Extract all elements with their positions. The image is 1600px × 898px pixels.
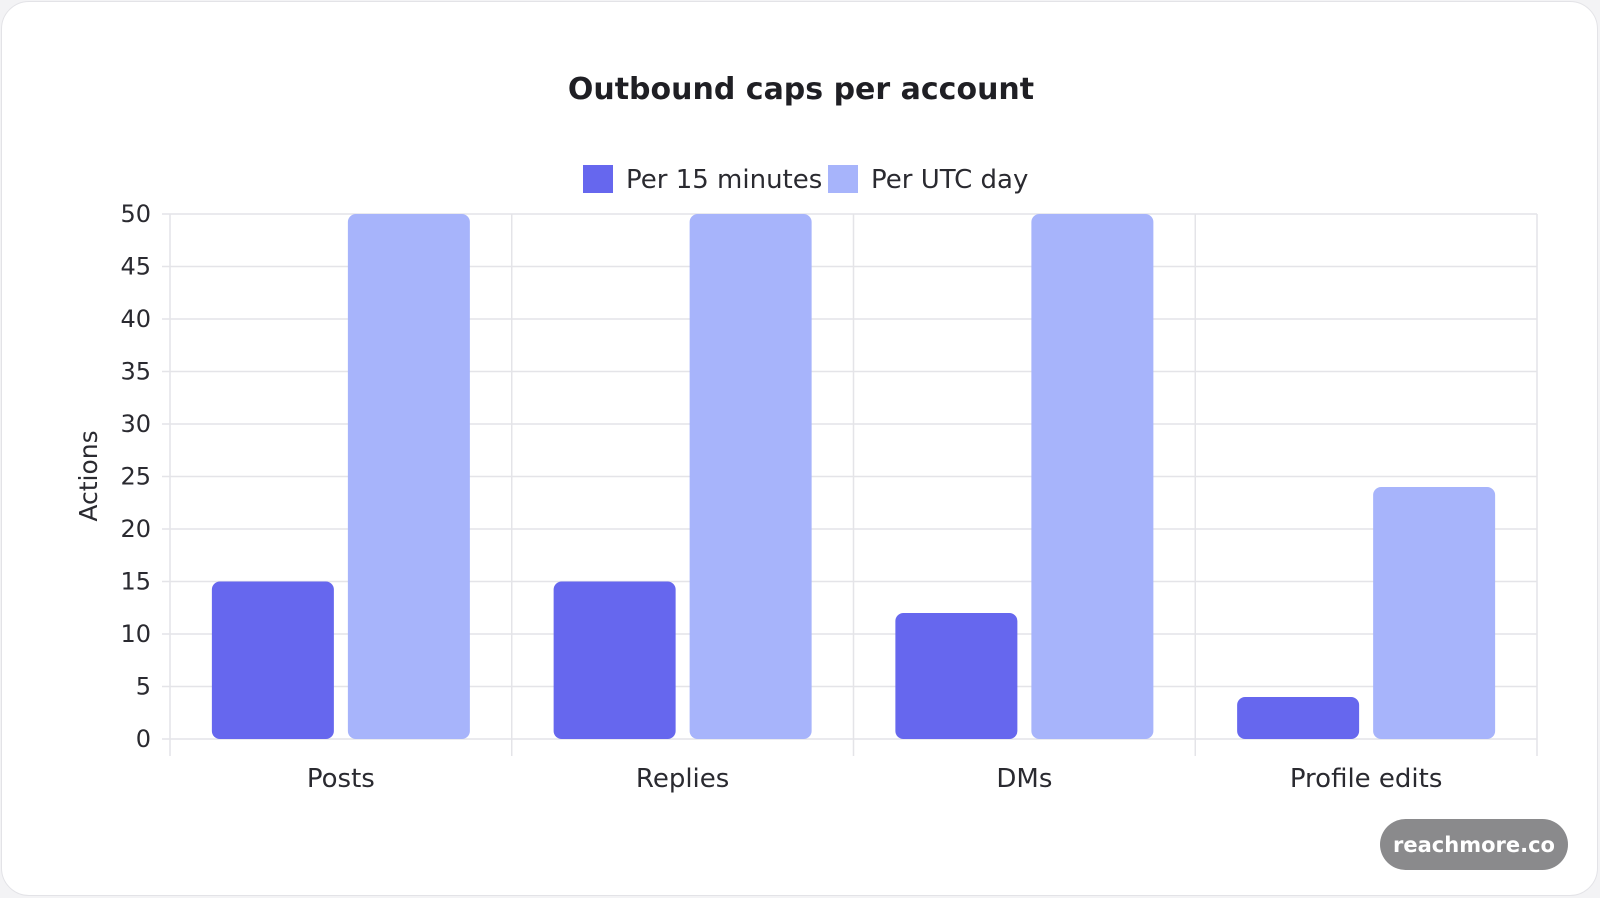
y-tick-label: 45 (120, 253, 151, 281)
x-tick-label: Profile edits (1290, 764, 1443, 794)
legend-label-1: Per 15 minutes (626, 165, 822, 195)
x-tick-label: Posts (307, 764, 375, 794)
y-tick-label: 15 (120, 568, 151, 596)
x-tick-label: Replies (636, 764, 729, 794)
x-axis-ticks: Posts Replies DMs Profile edits (307, 764, 1443, 794)
bar-dms-series-2 (1031, 214, 1154, 739)
chart-title: Outbound caps per account (568, 72, 1034, 107)
bar-posts-series-2 (347, 214, 470, 739)
y-tick-label: 30 (120, 410, 151, 438)
y-tick-label: 35 (120, 358, 151, 386)
legend-swatch-2 (828, 165, 858, 193)
bar-posts-series-1 (211, 581, 334, 739)
watermark-badge: reachmore.co (1380, 819, 1568, 870)
y-tick-label: 25 (120, 463, 151, 491)
y-tick-label: 10 (120, 620, 151, 648)
y-tick-label: 40 (120, 305, 151, 333)
y-tick-label: 0 (136, 725, 151, 753)
y-tick-label: 50 (120, 200, 151, 228)
legend-label-2: Per UTC day (871, 165, 1028, 195)
y-tick-label: 20 (120, 515, 151, 543)
y-axis-ticks: 0 5 10 15 20 25 30 35 40 45 50 (120, 200, 151, 753)
bar-replies-series-2 (689, 214, 812, 739)
bar-profile-edits-series-1 (1237, 697, 1360, 739)
x-tick-label: DMs (996, 764, 1052, 794)
bars (211, 214, 1496, 739)
bar-profile-edits-series-2 (1373, 487, 1496, 739)
legend: Per 15 minutes Per UTC day (583, 165, 1028, 195)
bar-dms-series-1 (895, 613, 1018, 739)
bar-replies-series-1 (553, 581, 676, 739)
legend-swatch-1 (583, 165, 613, 193)
y-tick-label: 5 (136, 673, 151, 701)
y-axis-label: Actions (74, 430, 103, 521)
